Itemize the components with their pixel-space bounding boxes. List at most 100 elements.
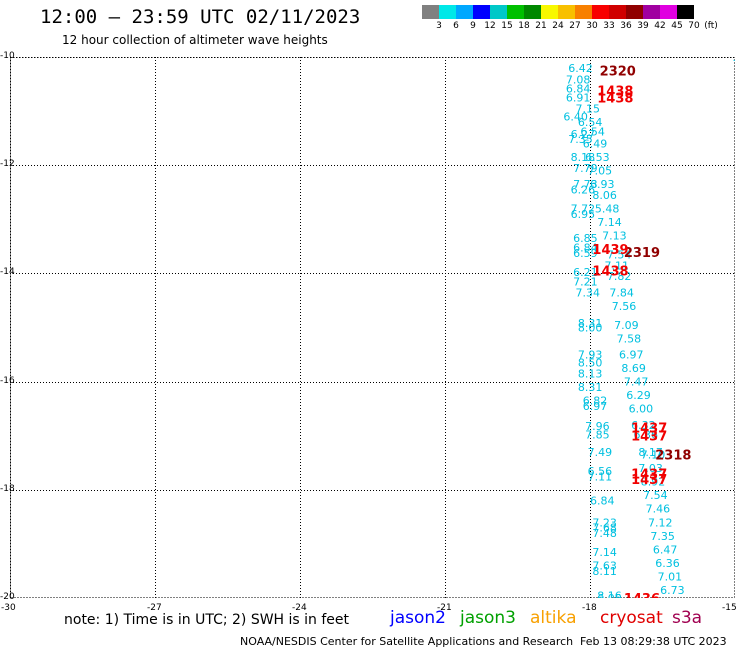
wave-height-value: 7.58 bbox=[617, 332, 642, 345]
page-subtitle: 12 hour collection of altimeter wave hei… bbox=[62, 33, 328, 47]
pass-time-label: 1437 bbox=[631, 468, 667, 483]
wave-height-value: 6.97 bbox=[619, 349, 644, 362]
wave-height-value: 7.13 bbox=[602, 230, 627, 243]
y-tick-label: -12 bbox=[0, 159, 15, 170]
pass-time-label: 1436 bbox=[624, 592, 660, 598]
color-scale-label: 33 bbox=[603, 21, 615, 31]
pass-time-label: 1439 bbox=[592, 243, 628, 258]
wave-height-value: 8.31 bbox=[578, 317, 603, 330]
pass-time-label: 1437 bbox=[631, 422, 667, 437]
color-swatch bbox=[439, 5, 456, 19]
pass-time-label: 2320 bbox=[600, 65, 636, 80]
credit-text: NOAA/NESDIS Center for Satellite Applica… bbox=[240, 635, 574, 648]
color-swatch bbox=[473, 5, 490, 19]
wave-height-value: 7.35 bbox=[650, 530, 675, 543]
page-title: 12:00 – 23:59 UTC 02/11/2023 bbox=[40, 6, 361, 28]
wave-height-value: 7.54 bbox=[643, 489, 668, 502]
pass-time-label: 1438 bbox=[592, 265, 628, 280]
wave-height-value: 6.84 bbox=[573, 241, 598, 254]
wave-height-value: 6.59 bbox=[573, 247, 598, 260]
color-swatch bbox=[575, 5, 592, 19]
wave-height-value: 7.79 bbox=[573, 162, 598, 175]
wave-height-value: 7.73 bbox=[573, 178, 598, 191]
wave-height-value: 7.82 bbox=[607, 270, 632, 283]
color-scale-label: 30 bbox=[586, 21, 598, 31]
legend-cryosat: cryosat bbox=[600, 608, 663, 628]
wave-height-value: 8.92 bbox=[641, 476, 666, 489]
wave-height-value: 7.63 bbox=[592, 560, 617, 573]
plot-frame bbox=[10, 57, 735, 598]
wave-height-value: 7.05 bbox=[588, 165, 613, 178]
wave-height-value: 7.14 bbox=[597, 216, 622, 229]
wave-height-value: 8.16 bbox=[597, 589, 622, 598]
pass-time-label: 1437 bbox=[631, 473, 667, 488]
y-tick-label: -18 bbox=[0, 483, 15, 494]
wave-height-value: 6.36 bbox=[655, 557, 680, 570]
wave-height-value: 8.11 bbox=[592, 565, 617, 578]
y-tick-label: -16 bbox=[0, 375, 15, 386]
color-swatch bbox=[541, 5, 558, 19]
wave-height-value: 7.46 bbox=[646, 503, 671, 516]
color-scale-label: 45 bbox=[671, 21, 683, 31]
wave-height-value: 6.84 bbox=[566, 82, 591, 95]
wave-height-value: 7.08 bbox=[566, 74, 591, 87]
wave-height-value: 7.23 bbox=[592, 516, 617, 529]
wave-height-value: 8.00 bbox=[578, 322, 603, 335]
pass-time-label: 1437 bbox=[631, 430, 667, 445]
color-scale-label: 21 bbox=[535, 21, 547, 31]
color-scale-label: 18 bbox=[518, 21, 530, 31]
color-scale-label: 27 bbox=[569, 21, 581, 31]
wave-height-value: 6.32 bbox=[631, 419, 656, 432]
wave-height-value: 7.35 bbox=[568, 133, 593, 146]
color-scale-label: 39 bbox=[637, 21, 649, 31]
wave-height-value: 7.12 bbox=[663, 596, 688, 598]
wave-height-value: 7.47 bbox=[624, 376, 649, 389]
wave-height-value: 5.48 bbox=[595, 202, 620, 215]
color-swatch bbox=[609, 5, 626, 19]
wave-height-value: 7.14 bbox=[592, 546, 617, 559]
color-swatch bbox=[677, 5, 694, 19]
wave-height-value: 8.17 bbox=[638, 446, 663, 459]
color-scale-label: 12 bbox=[484, 21, 496, 31]
wave-height-value: 7.11 bbox=[588, 470, 613, 483]
wave-height-value: 6.21 bbox=[573, 266, 598, 279]
legend-jason3: jason3 bbox=[460, 608, 516, 628]
wave-height-value: 6.00 bbox=[629, 403, 654, 416]
wave-height-value: 6.84 bbox=[590, 495, 615, 508]
legend-s3a: s3a bbox=[672, 608, 703, 628]
color-swatch bbox=[456, 5, 473, 19]
wave-height-value: 6.82 bbox=[583, 395, 608, 408]
wave-height-value: 6.91 bbox=[566, 92, 591, 105]
color-scale-label: 6 bbox=[453, 21, 459, 31]
wave-height-value: 8.69 bbox=[621, 362, 646, 375]
color-swatch bbox=[626, 5, 643, 19]
color-scale-label: 42 bbox=[654, 21, 666, 31]
wave-height-value: 7.96 bbox=[585, 420, 610, 433]
wave-height-value: 7.21 bbox=[573, 276, 598, 289]
wave-height-value: 7.84 bbox=[609, 286, 634, 299]
color-scale-label: 36 bbox=[620, 21, 632, 31]
x-tick-label: -24 bbox=[292, 603, 307, 613]
wave-height-value: 7.85 bbox=[585, 429, 610, 442]
altimeter-map: 5.866.417.187.46.7.66.427.086.846.917.15… bbox=[10, 57, 735, 598]
timestamp-text: Feb 13 08:29:38 UTC 2023 bbox=[580, 635, 727, 648]
wave-height-value: 6.47 bbox=[653, 543, 678, 556]
wave-height-value: 5.86 bbox=[733, 57, 735, 64]
color-scale-label: 15 bbox=[501, 21, 513, 31]
wave-height-value: 7.34 bbox=[576, 286, 601, 299]
wave-height-value: 6.05 bbox=[597, 592, 622, 598]
wave-height-value: 8.50 bbox=[578, 357, 603, 370]
color-scale-label: 9 bbox=[470, 21, 476, 31]
y-tick-label: -20 bbox=[0, 592, 15, 602]
wave-height-value: 6.42 bbox=[568, 62, 593, 75]
wave-height-value: 7.56 bbox=[612, 300, 637, 313]
wave-height-value: 8.13 bbox=[578, 367, 603, 380]
wave-height-value: 7.15 bbox=[576, 102, 601, 115]
color-swatch bbox=[660, 5, 677, 19]
x-tick-label: -21 bbox=[437, 603, 452, 613]
wave-height-value: 6.40 bbox=[563, 111, 588, 124]
wave-height-value: 6.85 bbox=[573, 232, 598, 245]
wave-height-value: 6.73 bbox=[660, 584, 685, 597]
color-swatch bbox=[422, 5, 439, 19]
color-scale bbox=[422, 5, 694, 19]
